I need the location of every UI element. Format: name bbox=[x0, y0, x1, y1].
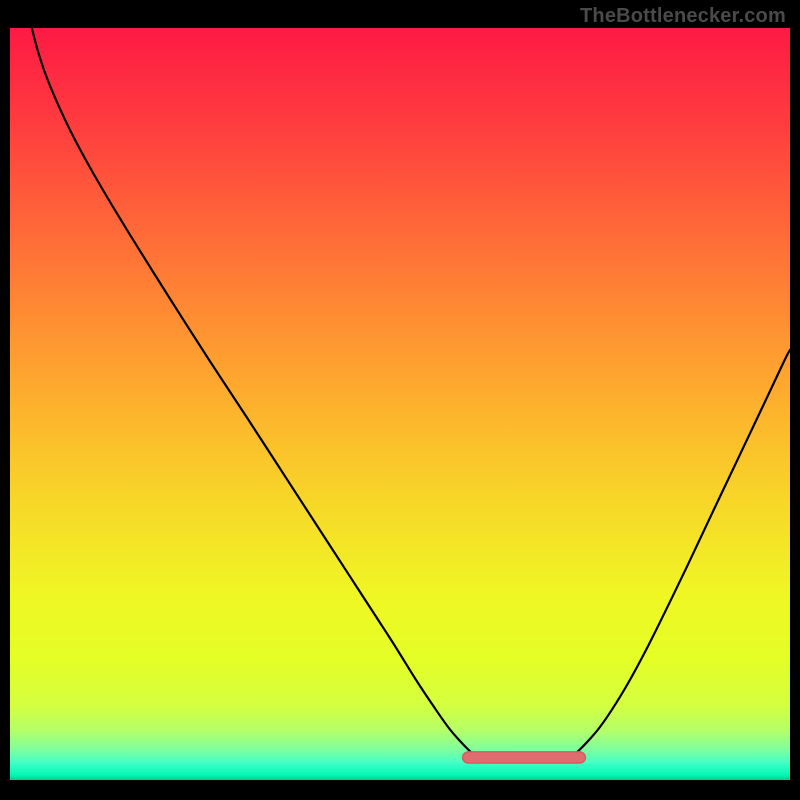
curve-right bbox=[576, 350, 791, 754]
frame-border-right bbox=[790, 0, 800, 800]
plot-area bbox=[10, 28, 790, 780]
frame-border-left bbox=[0, 0, 10, 800]
optimal-range-marker bbox=[463, 752, 586, 763]
frame-border-bottom bbox=[0, 780, 800, 800]
chart-frame: TheBottlenecker.com bbox=[0, 0, 800, 800]
bottleneck-curve bbox=[10, 28, 790, 780]
curve-left bbox=[32, 28, 473, 754]
watermark-text: TheBottlenecker.com bbox=[580, 5, 786, 28]
